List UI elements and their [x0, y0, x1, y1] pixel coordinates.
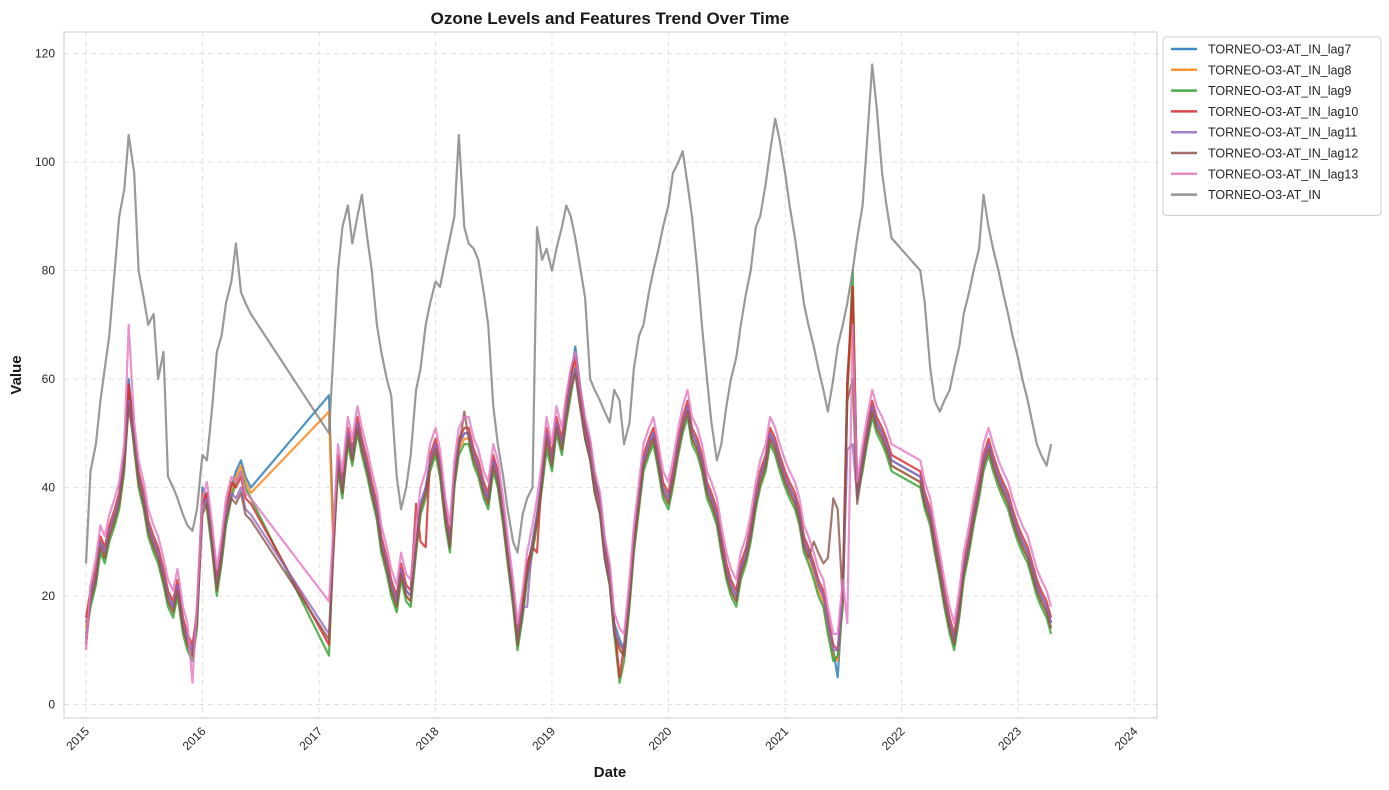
- y-tick-label: 60: [42, 372, 56, 386]
- legend-label: TORNEO-O3-AT_IN_lag12: [1208, 147, 1358, 161]
- legend-label: TORNEO-O3-AT_IN_lag10: [1208, 105, 1358, 119]
- legend: TORNEO-O3-AT_IN_lag7 TORNEO-O3-AT_IN_lag8…: [1162, 36, 1382, 216]
- x-axis-title: Date: [594, 764, 627, 781]
- y-tick-label: 100: [35, 155, 55, 169]
- y-tick-label: 20: [42, 589, 56, 603]
- legend-label: TORNEO-O3-AT_IN_lag7: [1208, 43, 1351, 57]
- chart-title: Ozone Levels and Features Trend Over Tim…: [431, 9, 790, 28]
- plot-frame-bg: [64, 32, 1157, 718]
- y-tick-label: 120: [35, 47, 55, 61]
- legend-label: TORNEO-O3-AT_IN_lag9: [1208, 84, 1351, 98]
- legend-box: [1162, 36, 1382, 216]
- plot-frame: [63, 31, 1158, 719]
- y-tick-label: 80: [42, 264, 56, 278]
- legend-label: TORNEO-O3-AT_IN_lag13: [1208, 167, 1358, 181]
- y-tick-label: 40: [42, 481, 56, 495]
- series-line-torneo-o3-at-in-lag13: [84, 323, 1053, 684]
- y-axis-title: Value: [8, 355, 25, 394]
- legend-label: TORNEO-O3-AT_IN_lag8: [1208, 63, 1351, 77]
- series-line-torneo-o3-at-in-lag12: [84, 372, 1053, 657]
- legend-label: TORNEO-O3-AT_IN: [1208, 188, 1321, 202]
- series-line-torneo-o3-at-in: [84, 63, 1053, 564]
- y-tick-label: 0: [48, 697, 55, 711]
- legend-label: TORNEO-O3-AT_IN_lag11: [1208, 126, 1357, 140]
